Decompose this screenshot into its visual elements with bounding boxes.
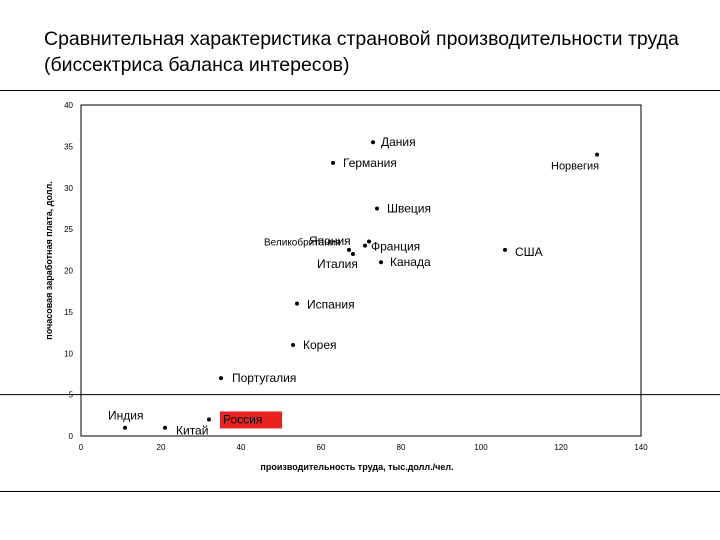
point-label: Италия [317,257,358,271]
x-tick-label: 140 [634,443,648,452]
point-marker [375,206,379,211]
point-label: США [515,245,543,259]
data-point: Индия [108,409,143,430]
x-tick-label: 0 [79,443,84,452]
data-point: Норвегия [551,152,599,173]
point-marker [371,140,375,145]
data-point: Великобритания [264,237,371,249]
point-label: Франция [371,240,420,254]
x-tick-label: 20 [157,443,166,452]
point-label: Великобритания [264,237,341,249]
data-point: Швеция [375,201,431,215]
point-marker [363,243,367,248]
data-point: Италия [317,251,358,271]
point-marker [347,247,351,252]
y-tick-label: 35 [64,142,73,151]
point-label: Германия [343,156,397,170]
x-tick-label: 60 [317,443,326,452]
point-marker [207,417,211,422]
data-point: Португалия [219,371,296,385]
point-marker [595,152,599,157]
x-tick-label: 40 [237,443,246,452]
y-tick-label: 20 [64,267,73,276]
point-marker [367,239,371,244]
point-marker [503,247,507,252]
x-tick-label: 120 [554,443,568,452]
point-label: Корея [303,338,337,352]
point-marker [291,342,295,347]
point-marker [351,251,355,256]
data-point: Япония [309,234,351,252]
point-label: Португалия [232,371,296,385]
y-tick-label: 25 [64,225,73,234]
point-marker [331,160,335,165]
data-point: Франция [363,240,420,254]
y-tick-label: 15 [64,308,73,317]
top-divider [0,90,720,91]
y-axis-ticks: 0 5 10 15 20 25 30 35 40 [64,101,73,441]
data-point: Корея [291,338,337,352]
y-axis-title: почасовая заработная плата, долл. [44,181,54,339]
point-label: Россия [223,412,262,426]
data-point: Китай [163,424,208,438]
point-marker [163,425,167,430]
x-tick-label: 100 [474,443,488,452]
data-point: Канада [379,255,431,269]
y-tick-label: 40 [64,101,73,110]
highlight-box [220,411,282,429]
x-axis-ticks: 0 20 40 60 80 100 120 140 [79,443,648,452]
point-label: Индия [108,409,143,423]
point-marker [219,376,223,381]
y-tick-label: 5 [69,391,74,400]
data-point: США [503,245,543,259]
point-label: Китай [176,424,208,438]
data-point: Россия [207,411,282,429]
bottom-divider [0,491,720,492]
point-marker [123,425,127,430]
slide-title: Сравнительная характеристика страновой п… [44,28,679,76]
y-tick-label: 10 [64,349,73,358]
data-point: Германия [331,156,397,170]
data-point: Дания [371,135,416,149]
data-point: Испания [295,298,355,312]
x-tick-label: 80 [397,443,406,452]
point-marker [379,260,383,265]
point-label: Норвегия [551,161,599,173]
point-marker [295,301,299,306]
y-tick-label: 0 [69,432,74,441]
y-tick-label: 30 [64,184,73,193]
data-points: Дания Германия Норвегия Швеция Великобритани… [108,135,599,437]
plot-area [80,104,642,437]
point-label: Швеция [387,201,431,215]
point-label: Канада [390,255,431,269]
point-label: Япония [309,234,351,248]
point-label: Испания [307,298,355,312]
point-label: Дания [381,135,416,149]
x-axis-title: производительность труда, тыс.долл./чел. [260,462,453,472]
